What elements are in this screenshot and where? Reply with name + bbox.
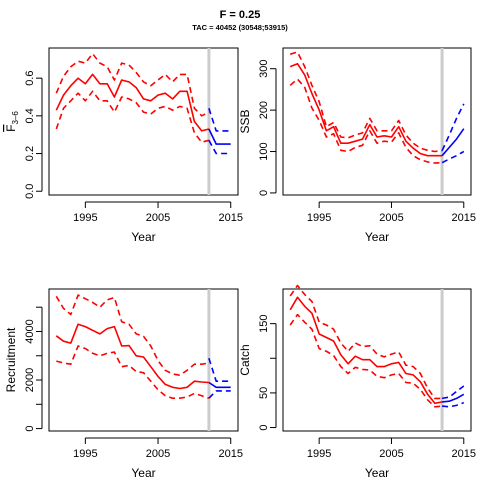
historic-median-line (55, 323, 209, 390)
x-tick-label: 2005 (379, 448, 403, 460)
y-tick-label: 100 (258, 142, 270, 160)
x-tick-label: 1995 (307, 448, 331, 460)
historic-upper-ci-line (289, 51, 443, 153)
y-axis-label: F3–6 (4, 111, 20, 132)
chart-panel-3: 0 2000 4000 1995 2005 2015 Year Recruitment (4, 288, 243, 480)
plot-frame (282, 47, 472, 196)
x-tick-label: 1995 (73, 212, 97, 224)
x-tick-label: 2015 (452, 212, 476, 224)
y-tick-label: 4000 (24, 319, 36, 343)
y-tick-label: 200 (258, 101, 270, 119)
y-axis-label: SSB (238, 109, 252, 133)
chart-subtitle: TAC = 40452 (30548;53915) (192, 23, 288, 32)
historic-upper-ci-line (289, 284, 443, 400)
projection-median-line (208, 381, 231, 389)
projection-median-line (441, 128, 465, 157)
x-axis-label: Year (365, 466, 389, 480)
x-tick-label: 2005 (379, 212, 403, 224)
x-axis-label: Year (131, 466, 155, 480)
projection-median-line (208, 128, 231, 145)
historic-median-line (289, 62, 443, 157)
projection-lower-ci-line (208, 390, 231, 399)
x-tick-label: 2015 (218, 212, 242, 224)
projection-lower-ci-line (442, 401, 465, 408)
y-tick-label: 0.2 (24, 146, 36, 161)
x-tick-label: 2015 (218, 448, 242, 460)
projection-upper-ci-line (208, 108, 231, 132)
y-tick-label: 0.0 (24, 184, 36, 199)
plot-frame (48, 288, 239, 432)
x-axis-label: Year (365, 230, 389, 244)
y-tick-label: 300 (258, 60, 270, 78)
historic-lower-ci-line (289, 313, 443, 408)
historic-lower-ci-line (56, 345, 210, 399)
x-tick-label: 1995 (73, 448, 97, 460)
chart-title: F = 0.25 (219, 9, 261, 21)
y-tick-label: 0 (24, 426, 36, 432)
plot-frame (48, 47, 239, 196)
historic-median-line (55, 73, 210, 132)
y-tick-label: 0 (258, 424, 270, 430)
x-axis-label: Year (131, 230, 155, 244)
x-tick-label: 2005 (146, 448, 170, 460)
projection-median-line (442, 393, 465, 403)
historic-upper-ci-line (55, 294, 210, 376)
y-tick-label: 150 (258, 314, 270, 332)
y-tick-label: 50 (258, 387, 270, 399)
projection-upper-ci-line (441, 385, 465, 400)
y-tick-label: 0.4 (24, 108, 36, 123)
projection-lower-ci-line (441, 150, 465, 164)
chart-panel-2: 0 100 200 300 1995 2005 2015 Year SSB (238, 47, 476, 244)
chart-panel-1: 0.0 0.2 0.4 0.6 1995 2005 2015 Year F3–6 (4, 47, 243, 244)
chart-panel-4: 0 50 150 1995 2005 2015 Year Catch (238, 284, 476, 480)
y-axis-label: Recruitment (4, 327, 18, 392)
projection-upper-ci-line (441, 103, 465, 152)
historic-median-line (289, 296, 443, 405)
x-tick-label: 2005 (146, 212, 170, 224)
x-tick-label: 2015 (452, 448, 476, 460)
x-tick-label: 1995 (307, 212, 331, 224)
plot-frame (282, 288, 472, 432)
y-axis-label: Catch (238, 344, 252, 375)
projection-upper-ci-line (208, 357, 231, 382)
y-tick-label: 0.6 (24, 71, 36, 86)
historic-upper-ci-line (55, 52, 210, 117)
y-tick-label: 2000 (24, 368, 36, 392)
y-tick-label: 0 (258, 190, 270, 196)
projection-lower-ci-line (208, 139, 231, 155)
historic-lower-ci-line (289, 78, 443, 164)
historic-lower-ci-line (55, 90, 210, 143)
